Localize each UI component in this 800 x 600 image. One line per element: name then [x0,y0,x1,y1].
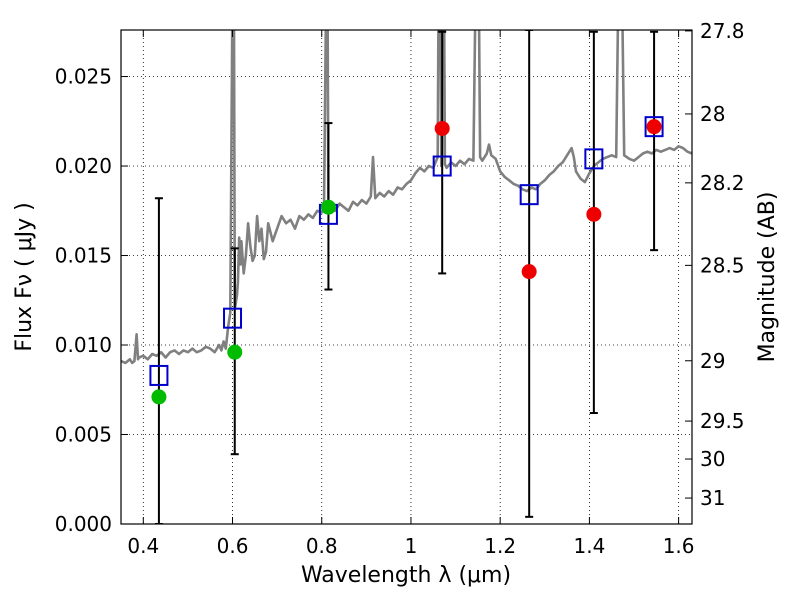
x-axis: 0.4 0.6 0.8 1 1.2 1.4 1.6 [127,30,695,558]
x-axis-label: Wavelength λ (μm) [301,563,511,588]
y-tick-label: 0.010 [55,333,112,357]
model-photometry-square [432,155,452,177]
red-point [521,264,537,280]
y-tick-label: 0.000 [55,512,112,536]
model-photometry-square [223,307,243,329]
x-tick-label: 1.6 [663,534,695,558]
y-tick-label: 0.020 [55,154,112,178]
y2-tick-label: 28.2 [700,171,745,195]
y2-axis: 27.8 28 28.2 28.5 29 29.5 30 31 [685,19,745,510]
green-point [151,389,167,405]
red-point [586,206,602,222]
y2-tick-label: 28.5 [700,253,745,277]
model-photometry-square [149,364,169,386]
y2-axis-label: Magnitude (AB) [755,192,780,363]
y2-tick-label: 29 [700,349,725,373]
x-tick-label: 1.4 [573,534,605,558]
x-tick-label: 1 [405,534,418,558]
y-tick-label: 0.025 [55,65,112,89]
plot-area [121,30,692,524]
y2-tick-label: 31 [700,486,725,510]
x-tick-label: 1.2 [484,534,516,558]
y-axis: 0.000 0.005 0.010 0.015 0.020 0.025 [55,65,128,536]
x-tick-label: 0.8 [306,534,338,558]
green-point [320,199,336,215]
model-photometry-square [519,184,539,206]
y-axis-label: Flux Fν ( μJy ) [12,202,37,351]
red-point [434,120,450,136]
y-tick-label: 0.015 [55,244,112,268]
model-photometry-square [584,148,604,170]
y2-tick-label: 28 [700,102,725,126]
y-tick-label: 0.005 [55,423,112,447]
y2-tick-label: 29.5 [700,409,745,433]
y2-tick-label: 30 [700,447,725,471]
x-tick-label: 0.4 [127,534,159,558]
plot-frame [120,29,693,525]
x-tick-label: 0.6 [217,534,249,558]
red-point [646,119,662,135]
model-spectrum-line [121,30,692,365]
y2-tick-label: 27.8 [700,19,745,43]
model-photometry-square [644,116,664,138]
green-point [227,344,243,360]
grid-lines [121,30,692,524]
